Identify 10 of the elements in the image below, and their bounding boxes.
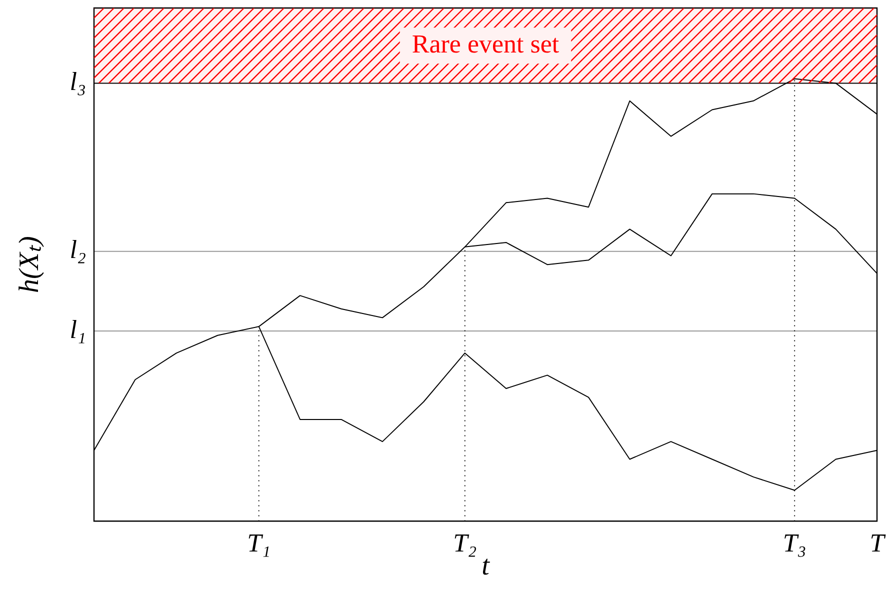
x-tick-label: T₁ [247,528,271,558]
ref-line-label: l₁ [70,314,86,344]
y-axis-title: h(Xₜ) [14,236,46,293]
x-axis-title: t [482,550,491,582]
band-label: Rare event set [412,29,560,58]
ref-line-label: l₂ [70,235,86,264]
x-tick-label: T₂ [453,528,477,558]
x-tick-label: T₃ [782,528,806,558]
ref-line-label: l₃ [70,67,86,96]
x-tick-label: T [870,528,886,558]
